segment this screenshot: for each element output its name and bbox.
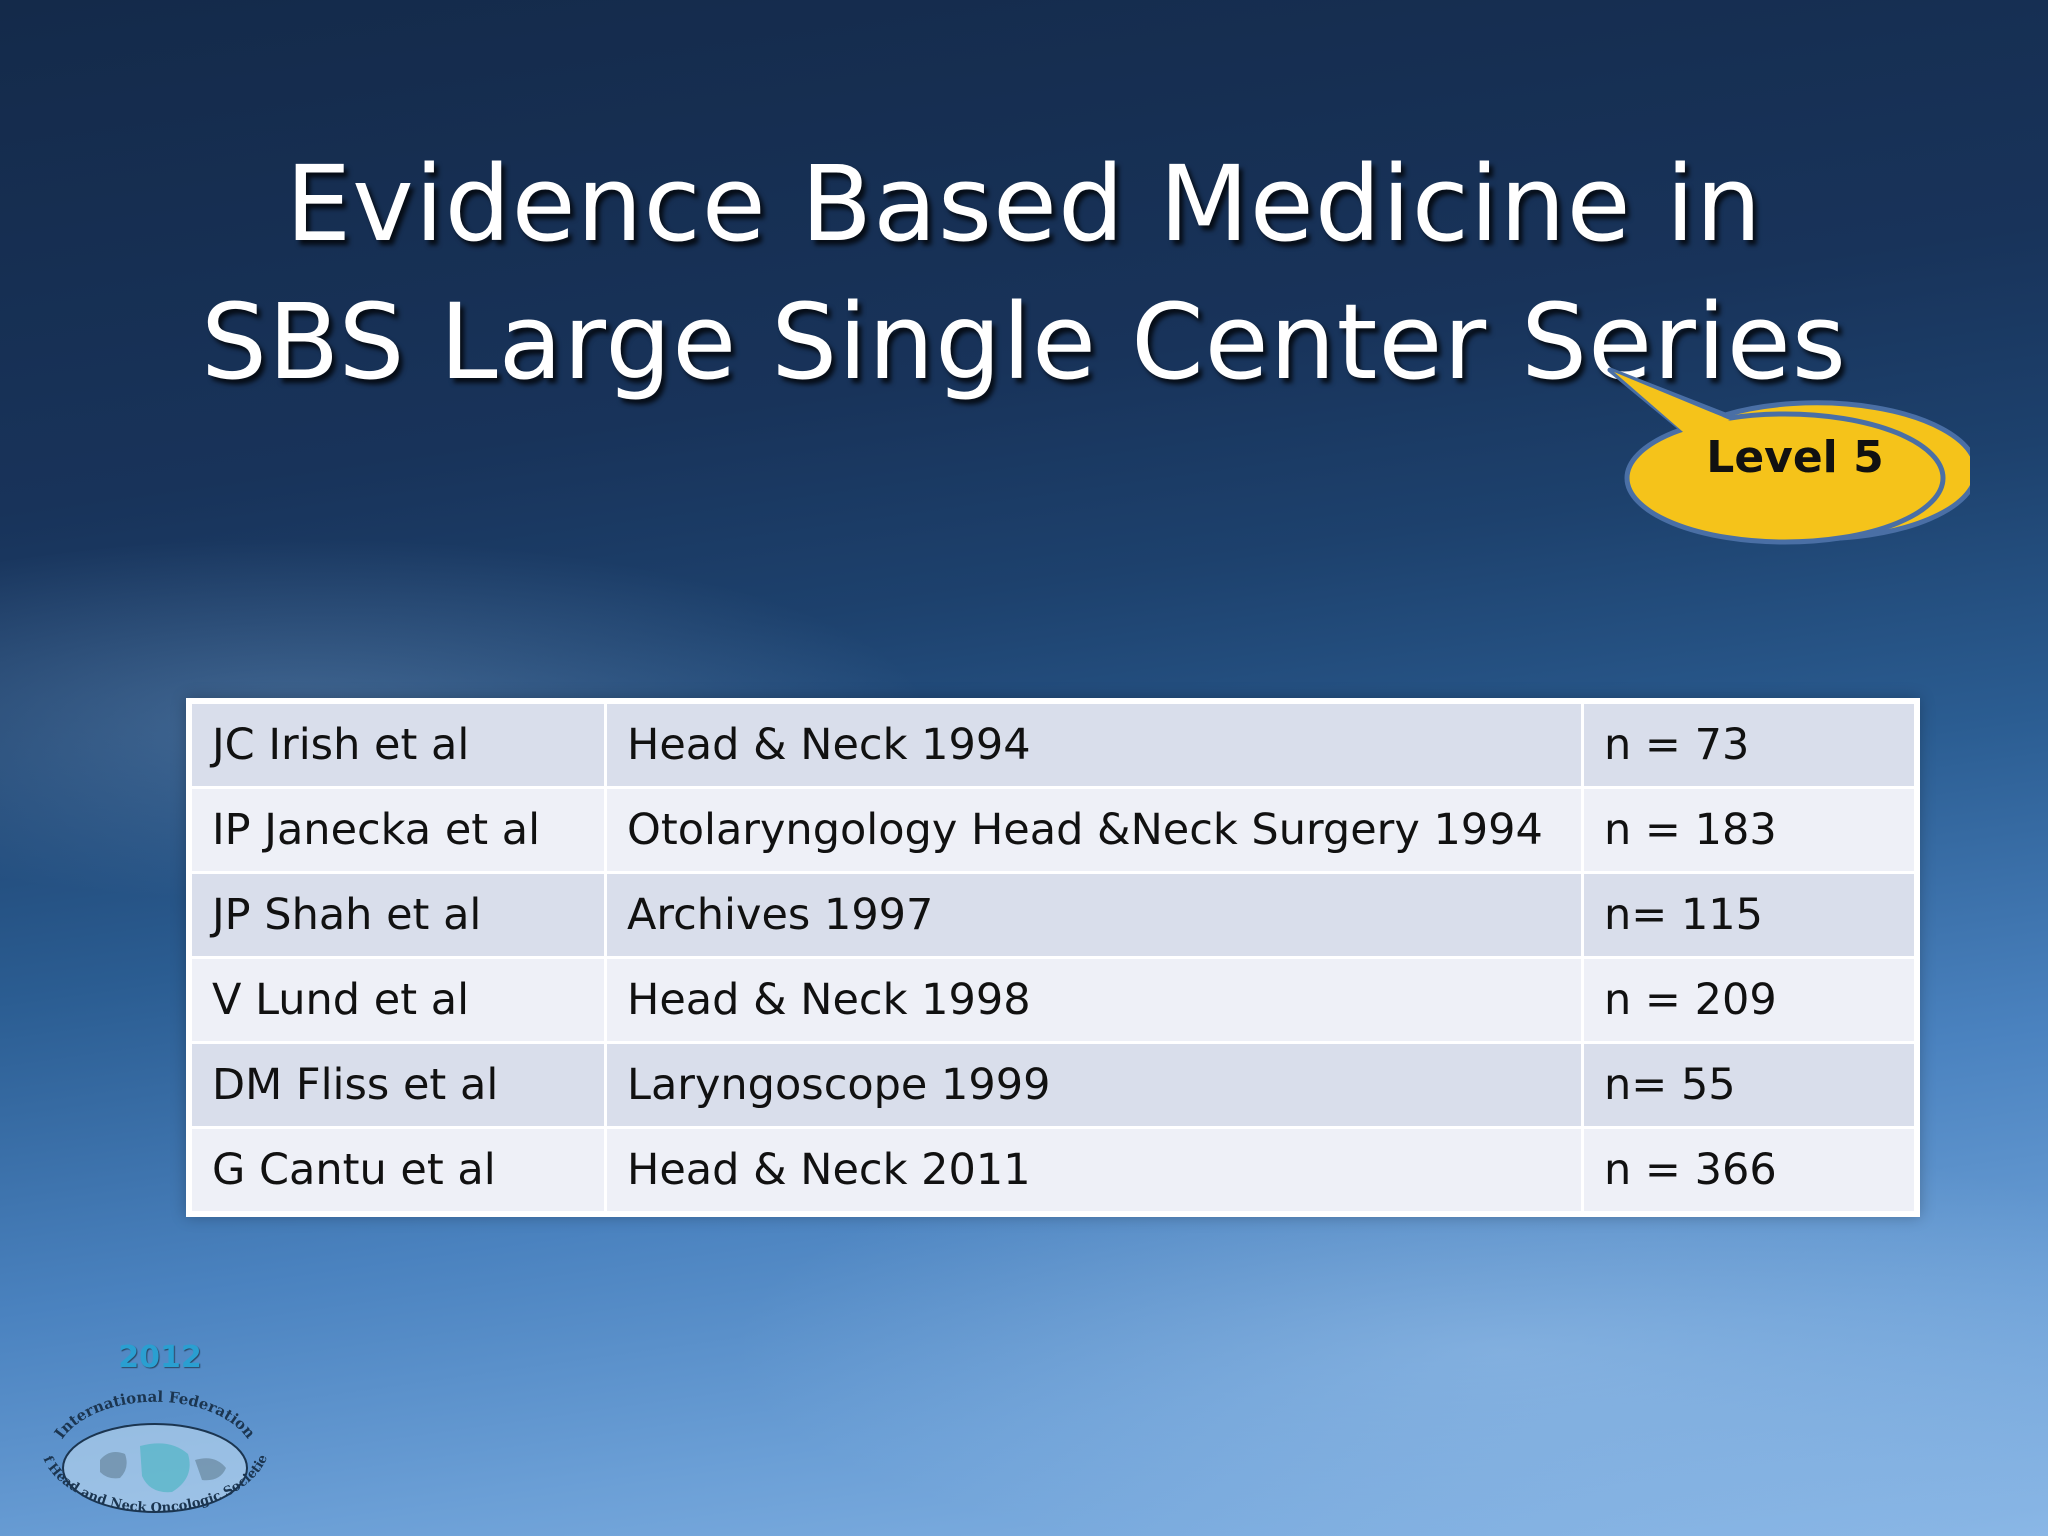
sample-size-cell: n = 73 [1581,701,1917,789]
table-row: V Lund et al Head & Neck 1998 n = 209 [189,956,1917,1044]
sample-size-cell: n = 209 [1581,956,1917,1044]
callout-bubble-shape [1607,367,1970,545]
table-row: DM Fliss et al Laryngoscope 1999 n= 55 [189,1041,1917,1129]
sample-size-cell: n= 55 [1581,1041,1917,1129]
table-row: IP Janecka et al Otolaryngology Head &Nec… [189,786,1917,874]
callout-label: Level 5 [1706,432,1884,483]
studies-table: JC Irish et al Head & Neck 1994 n = 73 IP J… [186,698,1920,1217]
logo-emblem: International Federation of Head and Nec… [30,1368,271,1516]
table-row: JP Shah et al Archives 1997 n= 115 [189,871,1917,959]
journal-cell: Head & Neck 2011 [604,1126,1584,1214]
journal-cell: Archives 1997 [604,871,1584,959]
level-callout: Level 5 [1590,360,1970,560]
author-cell: IP Janecka et al [189,786,607,874]
author-cell: V Lund et al [189,956,607,1044]
author-cell: G Cantu et al [189,1126,607,1214]
table-row: G Cantu et al Head & Neck 2011 n = 366 [189,1126,1917,1214]
title-line-2: SBS Large Single Center Series [201,281,1847,403]
journal-cell: Laryngoscope 1999 [604,1041,1584,1129]
journal-cell: Head & Neck 1994 [604,701,1584,789]
journal-cell: Otolaryngology Head &Neck Surgery 1994 [604,786,1584,874]
author-cell: DM Fliss et al [189,1041,607,1129]
author-cell: JC Irish et al [189,701,607,789]
journal-cell: Head & Neck 1998 [604,956,1584,1044]
logo-year: 2012 [118,1340,202,1375]
title-line-1: Evidence Based Medicine in [285,143,1763,265]
sample-size-cell: n= 115 [1581,871,1917,959]
author-cell: JP Shah et al [189,871,607,959]
sample-size-cell: n = 183 [1581,786,1917,874]
table-row: JC Irish et al Head & Neck 1994 n = 73 [189,701,1917,789]
ifhnos-logo: 2012 International Federation of Head an… [30,1340,280,1530]
slide-title: Evidence Based Medicine in SBS Large Sin… [0,135,2048,411]
sample-size-cell: n = 366 [1581,1126,1917,1214]
